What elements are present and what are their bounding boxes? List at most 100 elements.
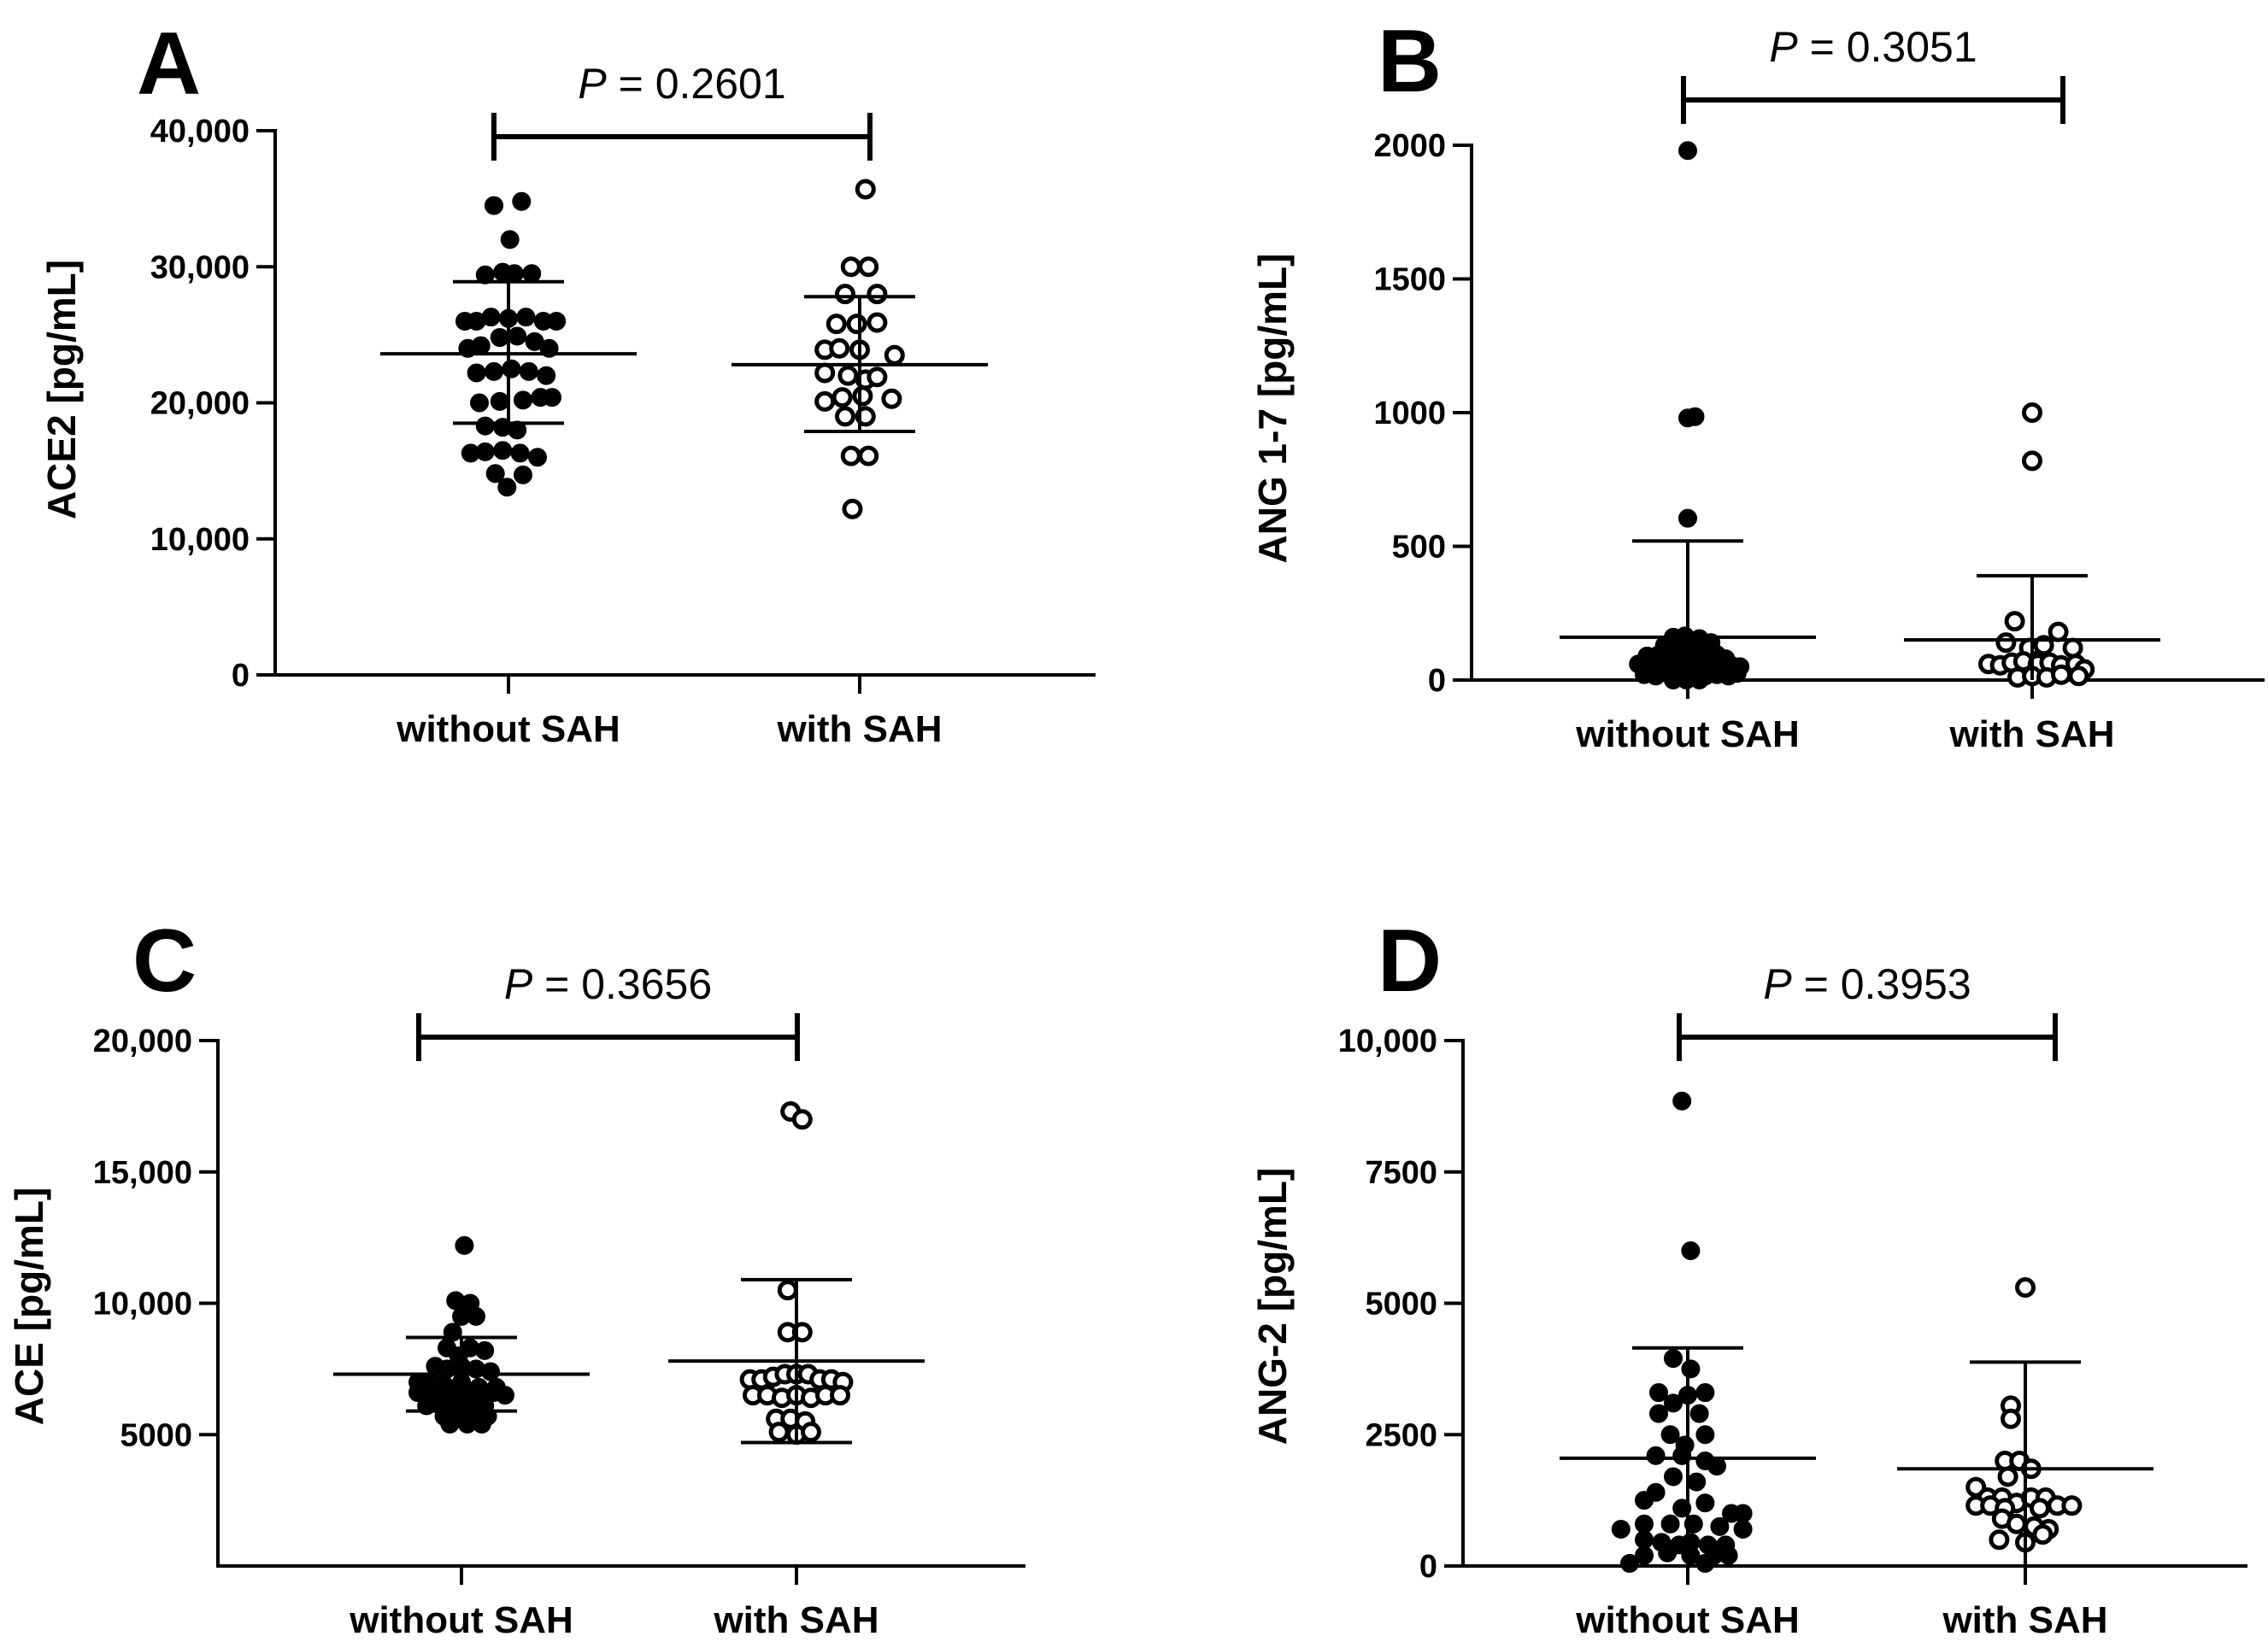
data-point [514, 465, 532, 484]
data-point [471, 336, 491, 355]
data-point [1733, 1504, 1753, 1523]
data-point [1635, 1491, 1654, 1510]
series-with-sah [668, 1101, 925, 1446]
panel-a: A 0 10,000 20,000 30,000 40,000 ACE2 [pg/mL] wi… [39, 15, 1096, 750]
p-symbol: P [504, 960, 533, 1008]
data-point [502, 359, 521, 378]
data-point [1689, 1404, 1709, 1423]
data-point [858, 445, 879, 466]
p-value-label: P = 0.2601 [578, 60, 785, 108]
data-point [508, 326, 527, 346]
p-value: = 0.2601 [607, 60, 786, 108]
data-point [547, 311, 567, 331]
data-point [1660, 1514, 1680, 1534]
data-point [831, 387, 853, 408]
data-point [801, 1422, 821, 1443]
data-point [1611, 1519, 1630, 1539]
data-point [512, 191, 532, 211]
p-value: = 0.3953 [1792, 960, 1971, 1008]
data-point [1997, 1466, 2018, 1487]
data-point [1649, 1383, 1668, 1403]
p-symbol: P [1763, 960, 1792, 1008]
data-point [1635, 1514, 1654, 1534]
data-point [855, 179, 876, 200]
data-point [777, 1280, 798, 1301]
data-point [475, 416, 495, 436]
p-value-label: P = 0.3051 [1769, 23, 1977, 71]
data-point [2048, 621, 2069, 642]
x-category-label: without SAH [349, 1599, 573, 1641]
data-point [1695, 1383, 1715, 1403]
y-axis-title: ACE [pg/mL] [7, 1188, 51, 1426]
y-tick-label: 20,000 [93, 1023, 192, 1059]
x-category-label: without SAH [396, 708, 620, 750]
data-point [2015, 1277, 2036, 1299]
data-point [1672, 1091, 1692, 1111]
data-point [837, 365, 859, 386]
p-value: = 0.3051 [1798, 23, 1977, 71]
data-point [791, 1322, 813, 1343]
series-without-sah [333, 1235, 590, 1434]
y-axis-title: ANG-2 [pg/mL] [1250, 1168, 1295, 1446]
data-point [470, 393, 489, 413]
data-point [537, 366, 556, 385]
data-point [2061, 1495, 2083, 1516]
data-point [842, 498, 863, 519]
data-point [2006, 1513, 2027, 1534]
data-point [475, 1340, 495, 1360]
y-tick-label: 5000 [120, 1417, 192, 1453]
data-point [467, 363, 486, 383]
data-point [500, 230, 520, 249]
data-point [1989, 1529, 2010, 1551]
y-tick-label: 1000 [1373, 396, 1446, 431]
y-tick-label: 15,000 [93, 1155, 192, 1191]
data-point [791, 1109, 813, 1130]
data-point [543, 388, 561, 408]
data-point [829, 337, 850, 359]
series-without-sah [1560, 141, 1816, 689]
data-point [840, 256, 861, 278]
data-point [485, 361, 503, 381]
data-point [1710, 1516, 1730, 1536]
data-point [519, 361, 538, 381]
data-point [814, 390, 836, 412]
data-point [493, 441, 513, 460]
data-point [485, 464, 505, 484]
data-point [1660, 1425, 1680, 1445]
y-tick-label: 10,000 [150, 522, 250, 558]
y-tick-label: 0 [1428, 663, 1446, 699]
data-point [1733, 1519, 1753, 1539]
y-tick-label: 5000 [1365, 1287, 1437, 1323]
data-point [1689, 671, 1709, 689]
x-category-label: with SAH [776, 708, 942, 750]
data-point [475, 442, 495, 461]
series-with-sah [732, 179, 988, 519]
x-category-label: with SAH [713, 1599, 878, 1641]
data-point [1658, 1543, 1677, 1563]
y-axis-title: ACE2 [pg/mL] [39, 260, 84, 519]
data-point [481, 308, 501, 327]
panel-letter: C [132, 912, 197, 1011]
data-point [1695, 1425, 1715, 1445]
y-tick-label: 40,000 [150, 114, 250, 150]
series-without-sah [380, 191, 637, 497]
data-point [440, 1414, 460, 1434]
data-point [1687, 1472, 1707, 1492]
data-point [881, 388, 902, 409]
data-point [522, 264, 542, 284]
series-with-sah [1904, 402, 2160, 688]
data-point [1664, 1349, 1683, 1369]
data-point [858, 256, 879, 278]
data-point [2051, 664, 2071, 685]
data-point [1649, 1404, 1668, 1423]
panel-d: D 0 2500 5000 7500 10,000 ANG-2 [pg/mL] without… [1250, 912, 2247, 1641]
series-with-sah [1897, 1277, 2153, 1566]
data-point [472, 1414, 491, 1434]
data-point [497, 478, 517, 497]
data-point [490, 328, 509, 348]
y-tick-label: 0 [232, 658, 250, 694]
data-point [1995, 632, 2017, 654]
data-point [2032, 1524, 2054, 1545]
y-tick-label: 7500 [1365, 1155, 1437, 1191]
